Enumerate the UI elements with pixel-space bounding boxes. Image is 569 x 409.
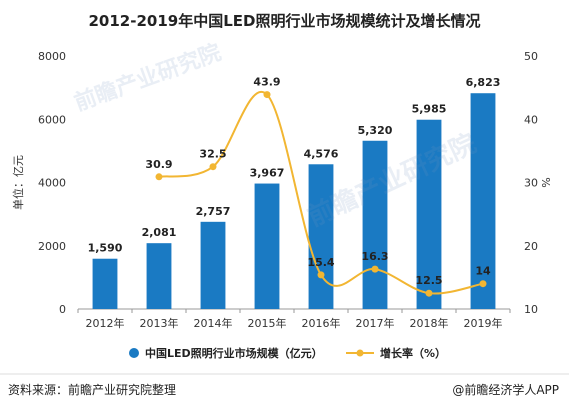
bar-value-label: 5,320 <box>358 124 393 137</box>
x-tick-label: 2019年 <box>464 316 503 330</box>
x-tick-label: 2017年 <box>356 316 395 330</box>
y-right-tick-label: 30 <box>524 177 538 190</box>
x-tick-label: 2015年 <box>248 316 287 330</box>
source-note: 资料来源：前瞻产业研究院整理 <box>8 383 177 397</box>
bar <box>200 221 226 309</box>
growth-point <box>479 280 487 288</box>
y-left-axis-title: 单位：亿元 <box>11 155 25 210</box>
growth-point <box>209 163 217 171</box>
growth-point <box>263 91 271 99</box>
bar-value-label: 3,967 <box>250 167 285 180</box>
bar-value-label: 5,985 <box>412 103 447 116</box>
growth-line <box>158 90 484 295</box>
legend-line-marker <box>356 349 364 357</box>
growth-point <box>155 173 163 181</box>
y-left-tick-label: 0 <box>59 303 66 316</box>
x-tick-label: 2012年 <box>86 316 125 330</box>
bar <box>254 183 280 309</box>
x-tick-label: 2013年 <box>140 316 179 330</box>
growth-point <box>425 289 433 297</box>
brand-note: @前瞻经济学人APP <box>452 383 559 397</box>
growth-value-label: 15.4 <box>307 256 334 269</box>
growth-point <box>317 271 325 279</box>
growth-value-label: 12.5 <box>415 274 442 287</box>
growth-value-label: 14 <box>475 265 491 278</box>
bar-value-label: 4,576 <box>304 147 339 160</box>
y-right-axis-title: % <box>540 177 553 187</box>
y-left-tick-label: 4000 <box>38 177 66 190</box>
bar <box>308 164 334 309</box>
growth-value-label: 43.9 <box>253 76 280 89</box>
growth-value-label: 32.5 <box>199 148 226 161</box>
bar <box>146 243 172 309</box>
legend-bar-label: 中国LED照明行业市场规模（亿元） <box>145 346 323 360</box>
y-left-tick-label: 8000 <box>38 50 66 63</box>
chart-title: 2012-2019年中国LED照明行业市场规模统计及增长情况 <box>88 12 481 30</box>
bar <box>362 140 388 309</box>
y-right-tick-label: 20 <box>524 240 538 253</box>
x-tick-label: 2016年 <box>302 316 341 330</box>
y-right-tick-label: 10 <box>524 303 538 316</box>
bar-value-label: 1,590 <box>88 242 123 255</box>
legend-line-label: 增长率（%） <box>380 346 446 360</box>
legend-bar-swatch <box>129 348 139 358</box>
growth-value-label: 30.9 <box>145 158 172 171</box>
bar-value-label: 2,757 <box>196 205 231 218</box>
y-left-tick-label: 6000 <box>38 113 66 126</box>
bar <box>470 93 496 309</box>
y-right-tick-label: 40 <box>524 113 538 126</box>
y-left-tick-label: 2000 <box>38 240 66 253</box>
x-tick-label: 2018年 <box>410 316 449 330</box>
bar <box>416 119 442 310</box>
bar-value-label: 2,081 <box>142 226 177 239</box>
growth-value-label: 16.3 <box>361 250 388 263</box>
bar <box>92 258 118 309</box>
y-right-tick-label: 50 <box>524 50 538 63</box>
growth-point <box>371 265 379 273</box>
bar-value-label: 6,823 <box>466 76 501 89</box>
x-tick-label: 2014年 <box>194 316 233 330</box>
